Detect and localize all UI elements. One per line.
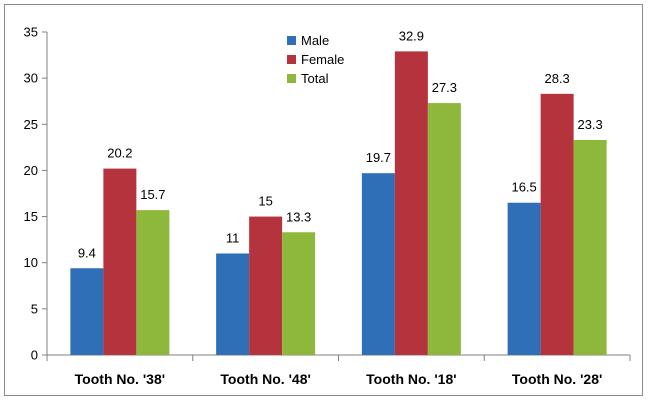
data-label: 19.7 bbox=[366, 150, 391, 165]
bar-total bbox=[427, 103, 461, 355]
y-tick-label: 10 bbox=[24, 255, 38, 270]
legend-label-male: Male bbox=[301, 33, 329, 48]
bar-total bbox=[136, 210, 170, 355]
data-label: 27.3 bbox=[432, 80, 457, 95]
data-label: 15 bbox=[258, 194, 272, 209]
bar-male bbox=[361, 173, 395, 355]
y-tick-label: 25 bbox=[24, 117, 38, 132]
bar-female bbox=[540, 93, 574, 356]
bar-female bbox=[394, 51, 428, 355]
legend-swatch-male bbox=[287, 36, 296, 45]
bar-total bbox=[573, 139, 607, 355]
bar-male bbox=[70, 268, 104, 355]
x-category-label: Tooth No. '18' bbox=[366, 371, 456, 387]
bar-female bbox=[249, 216, 283, 355]
y-tick-label: 35 bbox=[24, 25, 38, 40]
data-label: 32.9 bbox=[399, 28, 424, 43]
y-tick-label: 15 bbox=[24, 209, 38, 224]
bar-male bbox=[216, 253, 250, 355]
bar-female bbox=[103, 168, 137, 355]
data-label: 23.3 bbox=[577, 117, 602, 132]
y-tick-label: 0 bbox=[31, 348, 38, 363]
data-label: 16.5 bbox=[511, 180, 536, 195]
data-label: 15.7 bbox=[140, 187, 165, 202]
legend-label-total: Total bbox=[301, 71, 329, 86]
x-category-label: Tooth No. '38' bbox=[75, 371, 165, 387]
data-label: 20.2 bbox=[107, 146, 132, 161]
data-label: 11 bbox=[226, 230, 240, 245]
y-tick-label: 30 bbox=[24, 71, 38, 86]
bar-male bbox=[507, 202, 541, 355]
legend-swatch-total bbox=[287, 74, 296, 83]
legend-label-female: Female bbox=[301, 52, 344, 67]
y-tick-label: 20 bbox=[24, 163, 38, 178]
data-label: 28.3 bbox=[544, 71, 569, 86]
data-label: 9.4 bbox=[78, 245, 96, 260]
x-category-label: Tooth No. '28' bbox=[512, 371, 602, 387]
x-category-label: Tooth No. '48' bbox=[220, 371, 310, 387]
y-tick-label: 5 bbox=[31, 301, 38, 316]
bar-total bbox=[282, 232, 316, 355]
data-label: 13.3 bbox=[286, 209, 311, 224]
legend-swatch-female bbox=[287, 55, 296, 64]
